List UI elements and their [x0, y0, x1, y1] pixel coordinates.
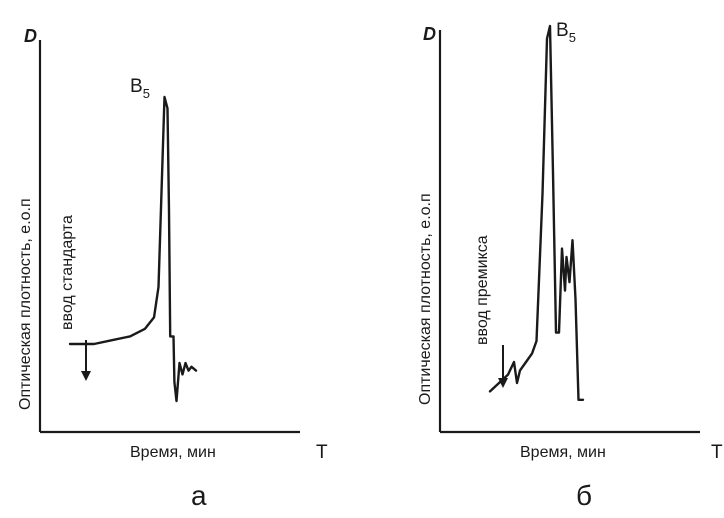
panel-b-peak-label: B5: [556, 20, 576, 45]
panel-a: D T Оптическая плотность, е.о.п Время, м…: [17, 26, 328, 463]
panel-b-peak-label-base: B: [556, 20, 569, 41]
panel-b-y-label: Оптическая плотность, е.о.п: [417, 193, 434, 405]
panel-a-x-axis-letter: T: [316, 442, 328, 463]
panel-b-peak-label-sub: 5: [569, 30, 576, 45]
panel-b-chromatogram-line: [488, 24, 585, 401]
panel-b-letter: б: [576, 480, 592, 511]
panel-b-y-axis-letter: D: [423, 24, 436, 44]
panel-a-annotation: ввод стандарта: [59, 215, 76, 330]
panel-a-arrow-head: [81, 371, 91, 381]
panel-a-x-label: Время, мин: [130, 444, 216, 461]
panel-a-chromatogram-line: [68, 95, 198, 403]
panel-a-peak-label-sub: 5: [143, 86, 150, 101]
panel-a-peak-label: B5: [130, 76, 150, 101]
panel-a-letter: а: [191, 480, 207, 511]
panel-b-x-axis-letter: T: [711, 442, 723, 463]
panel-a-peak-label-base: B: [130, 76, 143, 97]
panel-b-annotation: ввод премикса: [474, 235, 491, 345]
panel-b-x-label: Время, мин: [520, 444, 606, 461]
panel-b: D T Оптическая плотность, е.о.п Время, м…: [417, 20, 723, 463]
panel-a-y-label: Оптическая плотность, е.о.п: [17, 198, 34, 410]
panel-a-y-axis-letter: D: [24, 26, 37, 46]
